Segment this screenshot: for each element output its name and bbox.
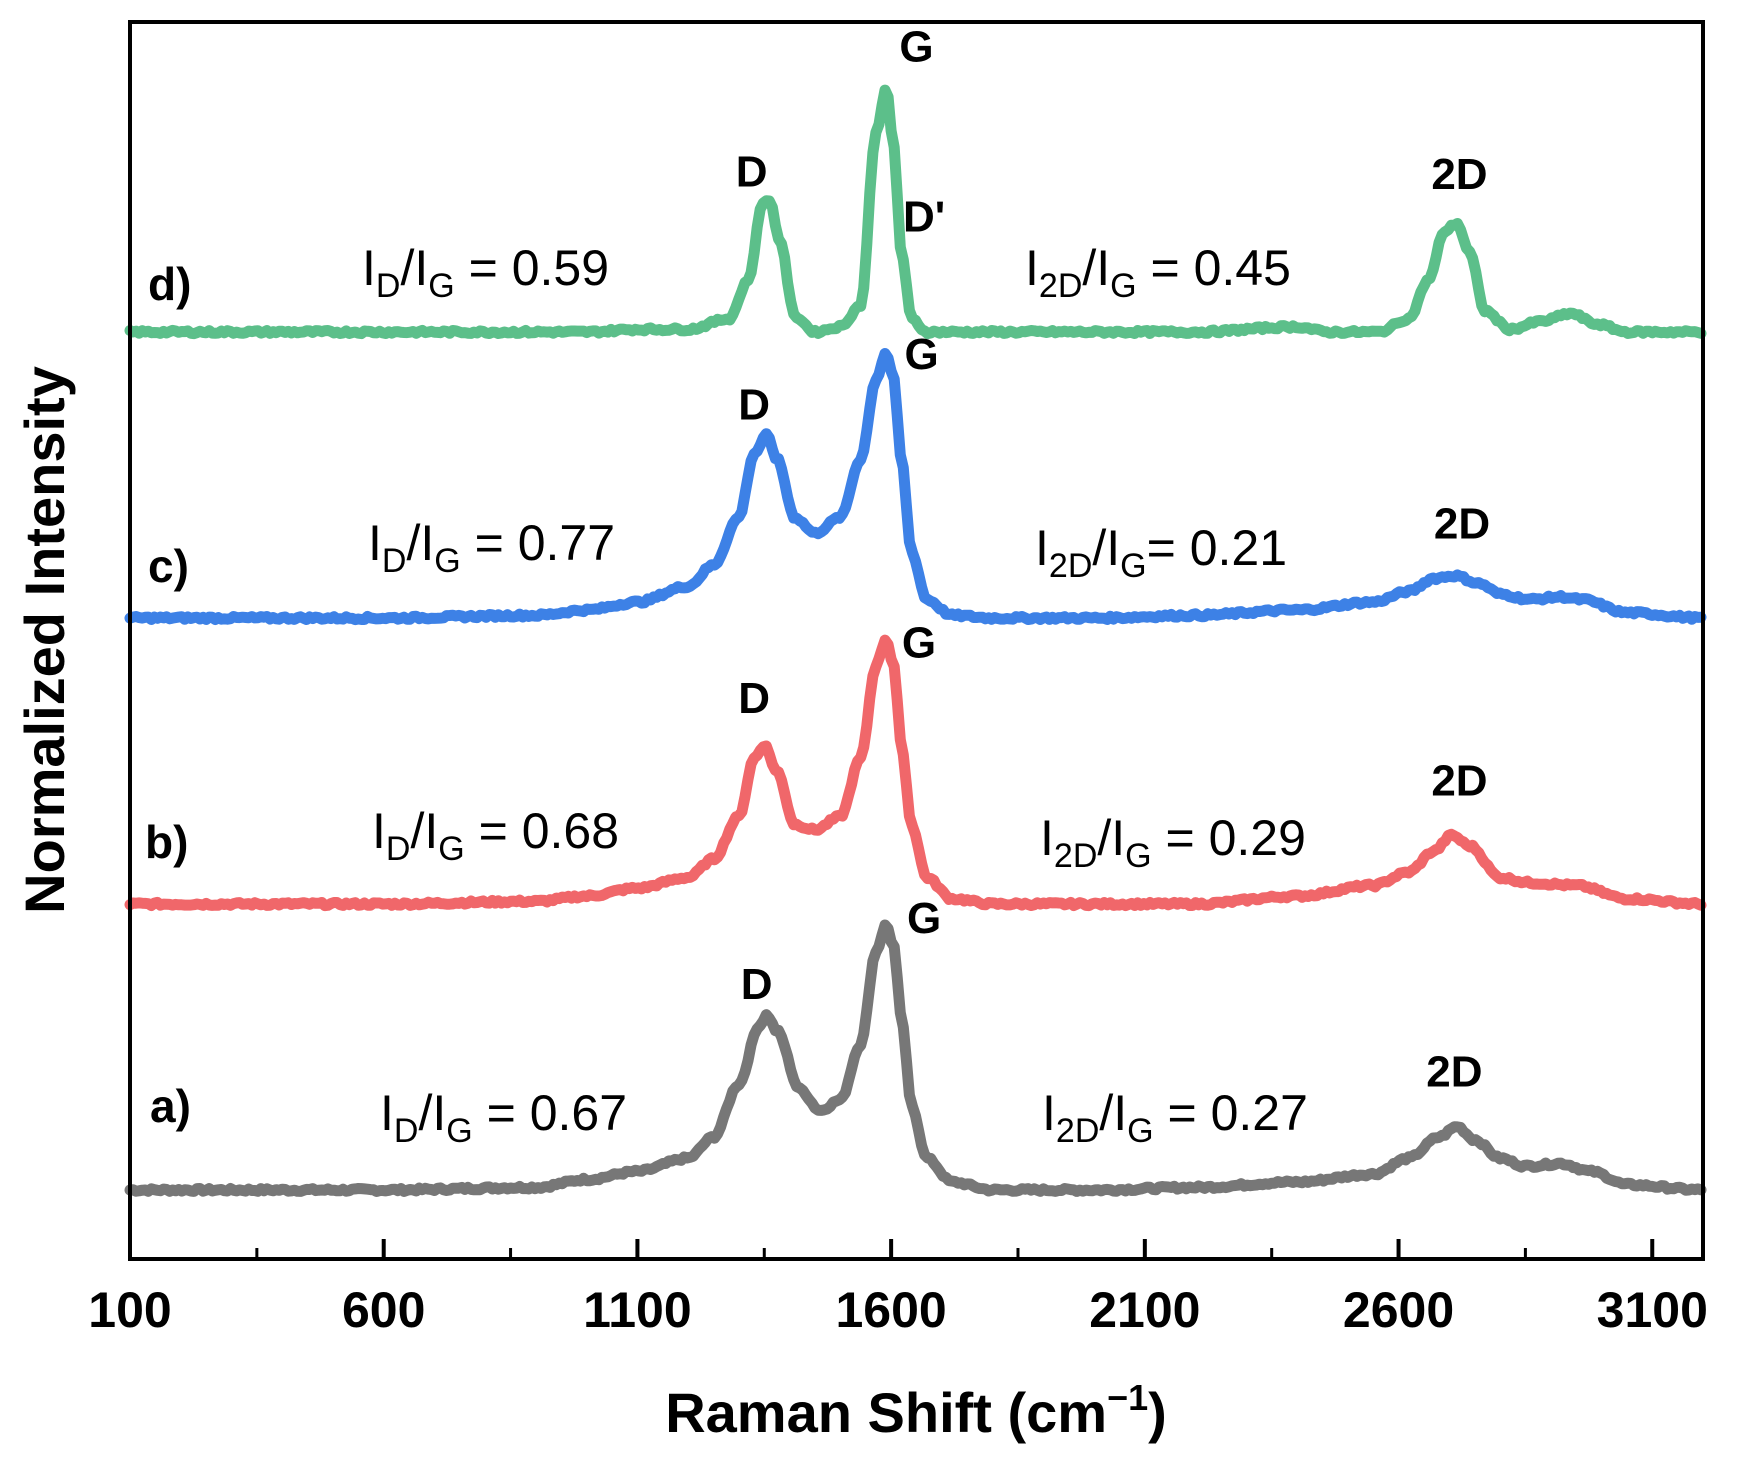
- peak-label: 2D: [1434, 500, 1490, 549]
- x-axis-title: Raman Shift (cm−1): [665, 1377, 1167, 1444]
- peak-label: 2D: [1426, 1048, 1482, 1097]
- peak-label: G: [904, 330, 938, 379]
- spectrum-line-c: [124, 348, 1707, 626]
- id-ig-ratio-label: ID/IG = 0.59: [362, 240, 609, 305]
- plot-frame: [128, 20, 1705, 1261]
- series-label: d): [148, 258, 191, 310]
- annotations-group: a) ID/IG = 0.67 I2D/IG = 0.27 b) ID/IG = 0.6…: [145, 23, 1490, 1150]
- x-tick-label: 1600: [836, 1282, 947, 1338]
- spectra-group: [124, 84, 1707, 1197]
- x-tick-label: 100: [88, 1282, 171, 1338]
- peak-label: G: [902, 619, 936, 668]
- peak-label: D: [741, 960, 773, 1009]
- series-label: b): [145, 816, 188, 868]
- peak-label: 2D: [1431, 150, 1487, 199]
- series-label: c): [148, 540, 189, 592]
- x-tick-label: 2600: [1343, 1282, 1454, 1338]
- spectrum-line-d: [124, 84, 1707, 340]
- x-tick-label: 2100: [1089, 1282, 1200, 1338]
- spectrum-line-a: [124, 919, 1707, 1197]
- peak-label: D: [738, 380, 770, 429]
- peak-label: D: [738, 674, 770, 723]
- x-tick-label: 1100: [583, 1282, 691, 1338]
- peak-label: 2D: [1431, 756, 1487, 805]
- i2d-ig-ratio-label: I2D/IG = 0.29: [1040, 810, 1306, 875]
- x-axis: 100 600 1100 1600 2100 2600 3100: [88, 1239, 1708, 1338]
- x-tick-label: 3100: [1597, 1282, 1708, 1338]
- y-axis-title: Normalized Intensity: [13, 366, 76, 914]
- id-ig-ratio-label: ID/IG = 0.77: [368, 515, 615, 580]
- i2d-ig-ratio-label: I2D/IG = 0.27: [1042, 1085, 1308, 1150]
- series-label: a): [150, 1080, 191, 1132]
- spectrum-line-b: [124, 634, 1707, 912]
- peak-label: D': [903, 192, 945, 241]
- peak-label: G: [899, 23, 933, 72]
- peak-label: G: [907, 894, 941, 943]
- peak-label: D: [736, 147, 768, 196]
- id-ig-ratio-label: ID/IG = 0.67: [380, 1085, 627, 1150]
- i2d-ig-ratio-label: I2D/IG = 0.45: [1025, 240, 1291, 305]
- i2d-ig-ratio-label: I2D/IG= 0.21: [1035, 520, 1287, 585]
- x-tick-label: 600: [342, 1282, 425, 1338]
- id-ig-ratio-label: ID/IG = 0.68: [372, 803, 619, 868]
